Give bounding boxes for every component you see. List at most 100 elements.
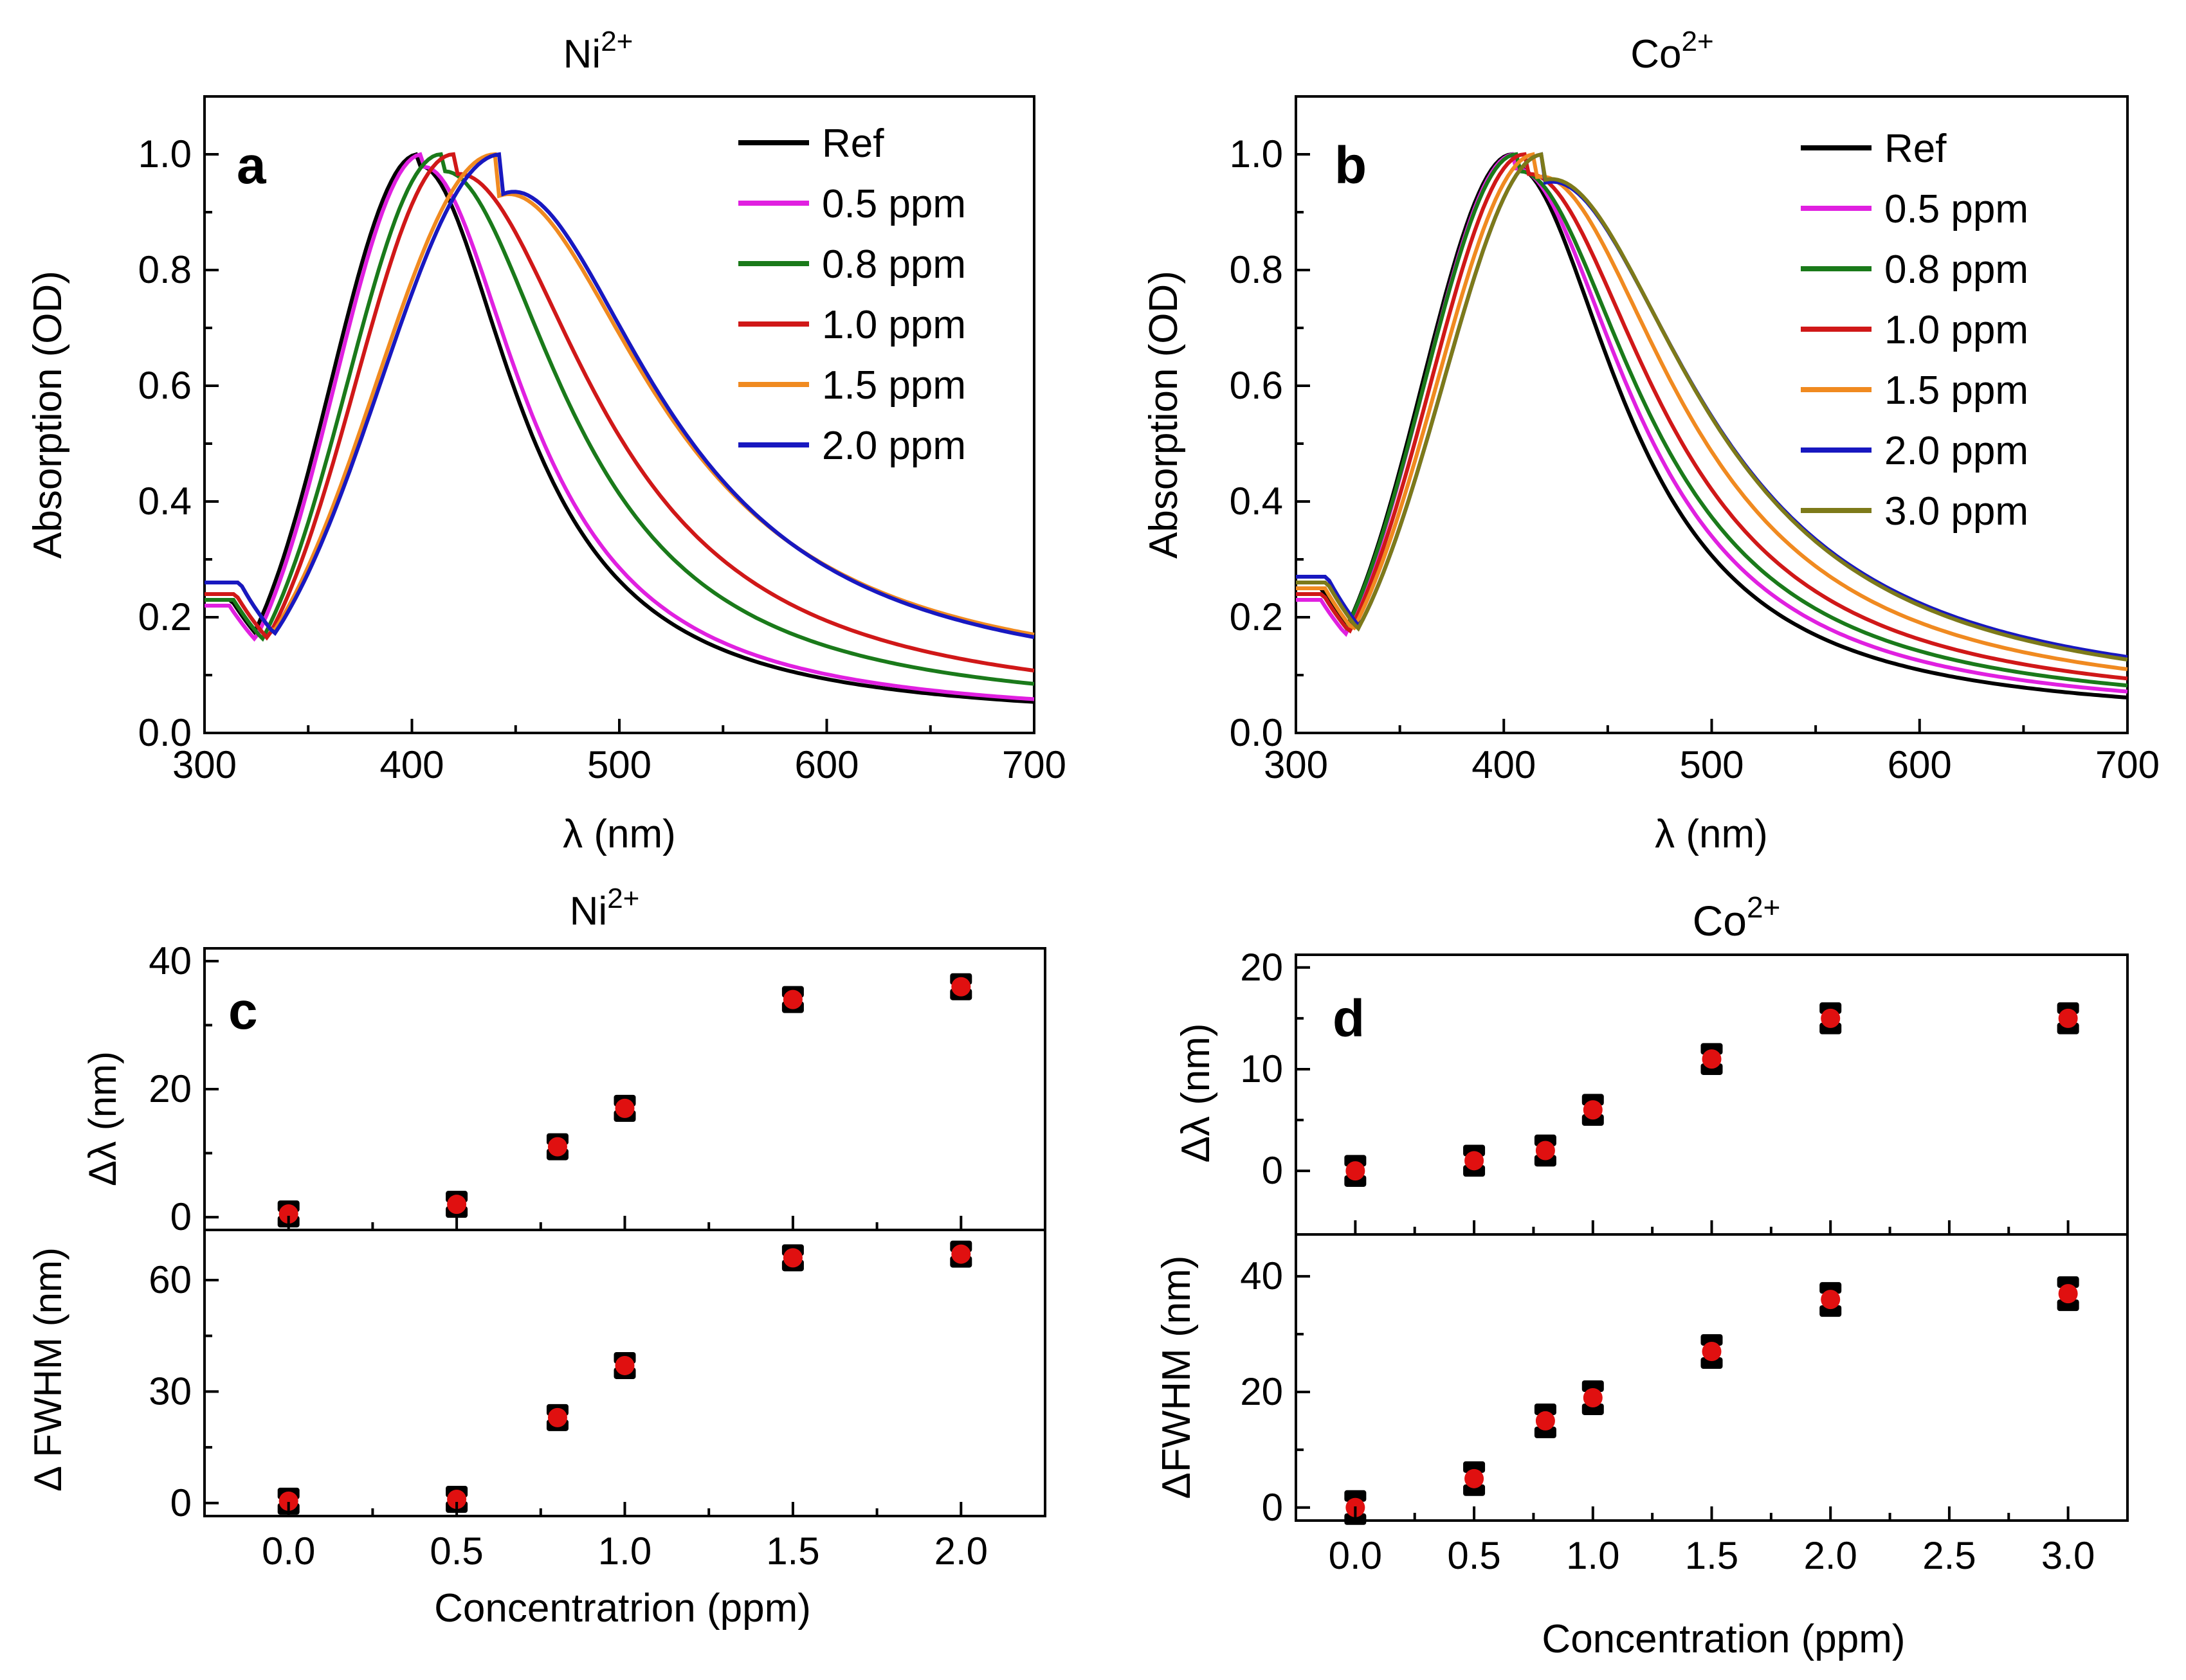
y-tick-label: 0 [1262, 1149, 1283, 1192]
legend-label: 3.0 ppm [1884, 489, 2028, 534]
legend-label: 1.0 ppm [822, 303, 966, 347]
data-point-top [950, 973, 972, 1000]
chart-mark [1463, 1484, 1486, 1496]
y-tick-label: 0.0 [1230, 711, 1283, 754]
x-tick-label: 400 [379, 743, 444, 786]
y-tick-label: 0 [170, 1481, 192, 1524]
data-point-bottom [1819, 1282, 1842, 1317]
data-point-top [1700, 1043, 1723, 1075]
x-tick-label: 700 [1002, 743, 1066, 786]
chart-mark: Ni [570, 889, 608, 934]
panel-c-ylabel-top: Δλ (nm) [81, 1051, 124, 1186]
x-tick-label: 300 [172, 743, 237, 786]
data-point-top [1581, 1094, 1604, 1126]
chart-mark [1534, 1426, 1556, 1438]
panel-a-ticks: 300 400 500 600 700 0.0 0.2 0.4 0.6 0.8 1.0 [138, 132, 1066, 786]
chart-mark [783, 1248, 803, 1268]
data-point-top [1463, 1144, 1486, 1177]
panel-b-ylabel: Absorption (OD) [1142, 271, 1186, 559]
panel-d-label: d [1333, 989, 1365, 1048]
legend-label: 1.5 ppm [822, 363, 966, 408]
x-tick-label: 3.0 [2041, 1534, 2095, 1577]
chart-mark [1700, 1357, 1723, 1369]
panel-d: Co2+ 0 10 20 0 20 40 0.0 0.5 1.0 1.5 2.0 2.5 3.0 d C… [1154, 890, 2129, 1661]
chart-mark: Co [1693, 897, 1747, 944]
data-point-top [614, 1094, 636, 1122]
panel-a-legend: Ref 0.5 ppm 0.8 ppm 1.0 ppm 1.5 ppm 2.0 ppm [738, 122, 966, 468]
panel-c-title: Ni2+ [570, 883, 640, 934]
panel-c-ticks: 0 20 40 0 30 60 0.0 0.5 1.0 1.5 2.0 [149, 939, 988, 1573]
data-point-top [2057, 1002, 2079, 1034]
data-point-top [1819, 1002, 1842, 1034]
y-tick-label: 20 [1240, 1370, 1283, 1413]
panel-a-title: Ni2+ [563, 26, 633, 77]
data-point-bottom [1700, 1334, 1723, 1369]
x-tick-label: 500 [587, 743, 651, 786]
chart-mark [615, 1098, 635, 1118]
data-point-bottom [1463, 1461, 1486, 1496]
panel-a-label: a [237, 136, 267, 195]
data-point-bottom [1534, 1403, 1556, 1438]
spectrum-line-1.0-ppm [205, 152, 1035, 673]
panel-b-label: b [1334, 136, 1367, 195]
data-point-top [546, 1133, 569, 1161]
legend-label: Ref [822, 122, 884, 166]
x-tick-label: 600 [794, 743, 859, 786]
y-tick-label: 1.0 [1230, 132, 1283, 176]
panel-d-bottom-frame [1295, 1233, 2129, 1522]
chart-mark [951, 1244, 971, 1264]
spectrum-line-0.5-ppm [205, 152, 1035, 701]
x-tick-label: 2.0 [1804, 1534, 1857, 1577]
data-point-top [1534, 1134, 1556, 1167]
panel-c-ylabel-bottom: Δ FWHM (nm) [26, 1247, 69, 1492]
panel-d-title: Co2+ [1693, 890, 1781, 944]
chart-mark [951, 977, 971, 997]
chart-mark [1345, 1161, 1365, 1181]
chart-mark [447, 1489, 467, 1509]
y-tick-label: 0.8 [1230, 248, 1283, 291]
data-point-bottom [950, 1240, 972, 1268]
chart-mark: Ni [563, 32, 601, 77]
panel-a: Ni2+ 300 400 500 600 700 0.0 0.2 0.4 0.6 0.8 1.0 a… [26, 26, 1066, 856]
x-tick-label: 0.0 [262, 1530, 315, 1573]
panel-b-title: Co2+ [1630, 26, 1713, 77]
y-tick-label: 0.6 [1230, 364, 1283, 407]
chart-mark [615, 1355, 635, 1375]
chart-mark [2058, 1284, 2078, 1304]
chart-mark [1534, 1403, 1556, 1415]
data-point-top [446, 1191, 468, 1218]
chart-mark [1700, 1334, 1723, 1346]
spectrum-line-0.8-ppm [1296, 152, 2128, 688]
chart-mark: 2+ [601, 26, 633, 57]
x-tick-label: 300 [1264, 743, 1328, 786]
x-tick-label: 0.5 [430, 1530, 483, 1573]
x-tick-label: 1.0 [1566, 1534, 1619, 1577]
panel-c-xlabel: Concentratrion (ppm) [434, 1586, 811, 1630]
y-tick-label: 20 [149, 1067, 192, 1110]
legend-label: Ref [1884, 127, 1947, 171]
spectrum-line-2.0-ppm [205, 152, 1035, 639]
panel-b-xlabel: λ (nm) [1655, 812, 1768, 856]
legend-label: 1.0 ppm [1884, 308, 2028, 352]
chart-mark [278, 1491, 298, 1511]
chart-mark: Co [1630, 32, 1681, 77]
panel-b-ticks: 300 400 500 600 700 0.0 0.2 0.4 0.6 0.8 1.0 [1230, 132, 2160, 786]
chart-mark [783, 989, 803, 1009]
x-tick-label: 700 [2095, 743, 2160, 786]
y-tick-label: 30 [149, 1369, 192, 1413]
legend-label: 0.8 ppm [822, 242, 966, 287]
chart-mark [1819, 1282, 1842, 1294]
y-tick-label: 1.0 [138, 132, 192, 176]
panel-d-ylabel-bottom: ΔFWHM (nm) [1154, 1256, 1199, 1499]
spectrum-line-3.0-ppm [1296, 152, 2128, 662]
chart-mark [1821, 1290, 1841, 1310]
chart-mark [1821, 1008, 1841, 1028]
panel-c-top-frame [203, 947, 1046, 1231]
chart-mark [1581, 1403, 1604, 1415]
chart-mark [447, 1195, 467, 1215]
y-tick-label: 0.8 [138, 248, 192, 291]
y-tick-label: 0 [1262, 1486, 1283, 1529]
chart-mark [1583, 1387, 1603, 1407]
x-tick-label: 500 [1679, 743, 1744, 786]
